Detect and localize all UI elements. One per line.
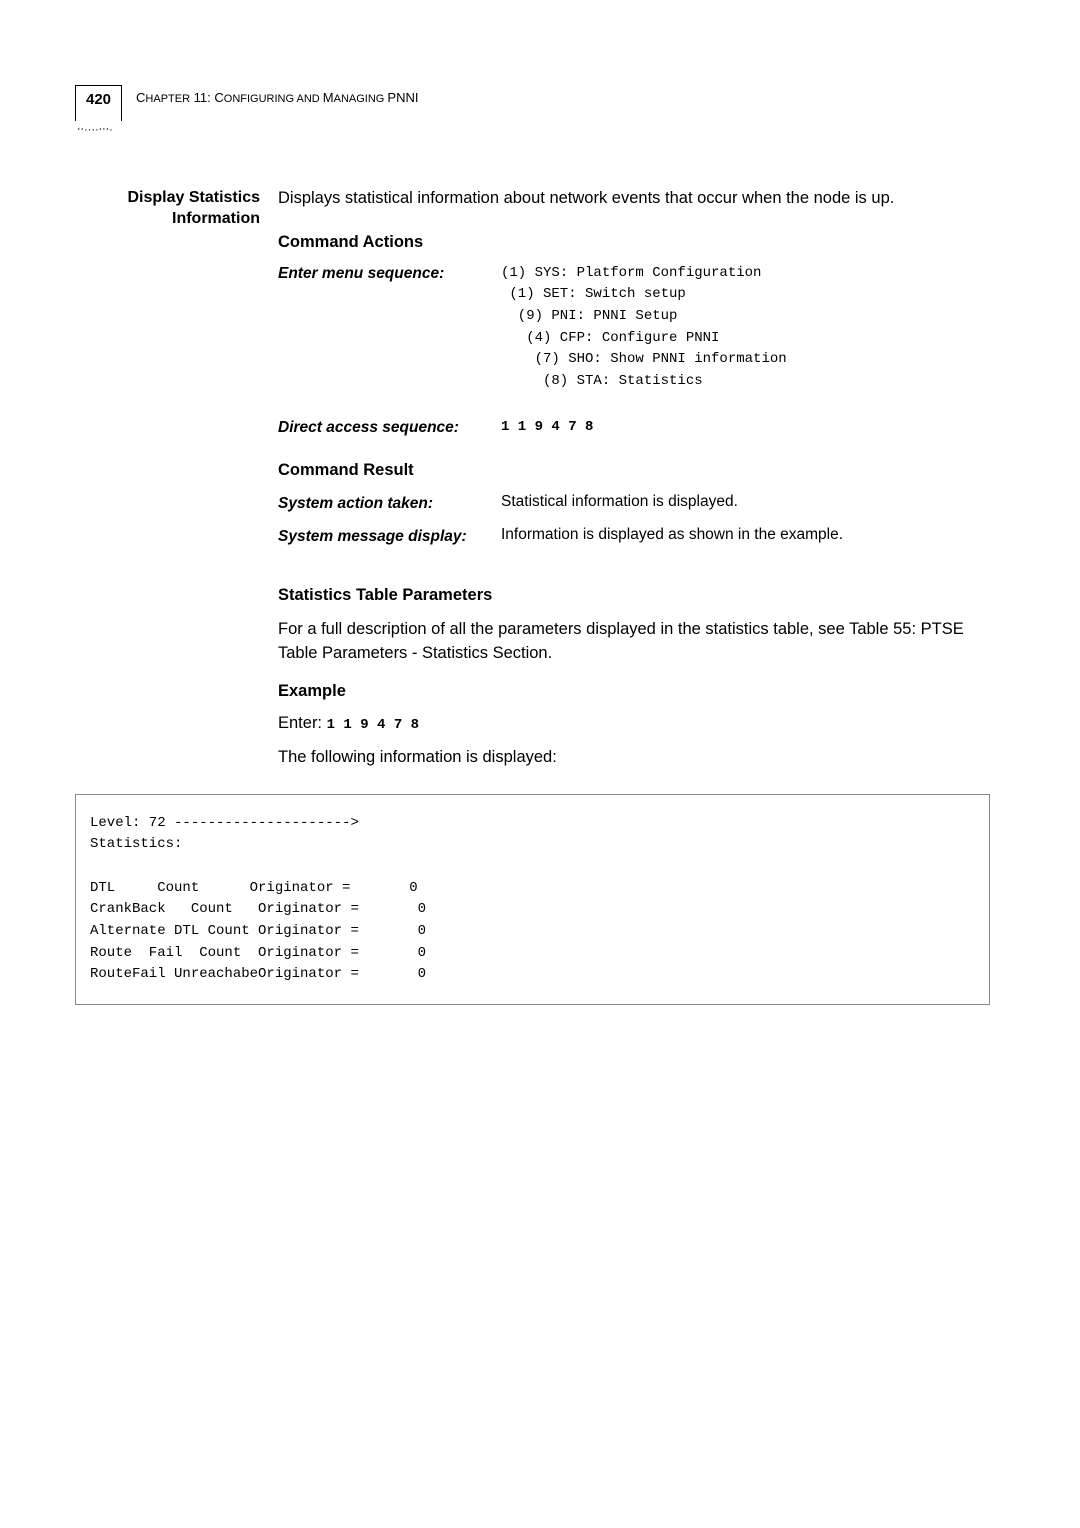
section-body: Displays statistical information about n… bbox=[278, 187, 990, 780]
menu-line: (9) PNI: PNNI Setup bbox=[501, 306, 990, 328]
subhead-command-actions: Command Actions bbox=[278, 231, 990, 255]
direct-access-sequence: 1 1 9 4 7 8 bbox=[501, 417, 990, 439]
system-action-label: System action taken: bbox=[278, 491, 493, 515]
system-message-label: System message display: bbox=[278, 524, 493, 548]
system-action-row: System action taken: Statistical informa… bbox=[278, 491, 990, 515]
menu-sequence-row: Enter menu sequence: (1) SYS: Platform C… bbox=[278, 263, 990, 393]
section-title-line: Display Statistics bbox=[75, 187, 260, 209]
menu-line: (1) SYS: Platform Configuration bbox=[501, 263, 990, 285]
menu-line: (7) SHO: Show PNNI information bbox=[501, 349, 990, 371]
section-title: Display Statistics Information bbox=[75, 187, 260, 780]
menu-tree: (1) SYS: Platform Configuration (1) SET:… bbox=[501, 263, 990, 393]
main-content: Display Statistics Information Displays … bbox=[75, 187, 990, 780]
following-info-text: The following information is displayed: bbox=[278, 746, 990, 770]
enter-menu-label: Enter menu sequence: bbox=[278, 263, 493, 285]
system-message-row: System message display: Information is d… bbox=[278, 524, 990, 548]
chapter-text: HAPTER bbox=[145, 93, 190, 105]
chapter-title: CHAPTER 11: CONFIGURING AND MANAGING PNN… bbox=[136, 85, 418, 108]
enter-label: Enter: bbox=[278, 714, 327, 732]
direct-access-row: Direct access sequence: 1 1 9 4 7 8 bbox=[278, 417, 990, 439]
chapter-text: ONFIGURING AND bbox=[224, 93, 323, 105]
chapter-text: PNNI bbox=[387, 90, 418, 105]
stats-description: For a full description of all the parame… bbox=[278, 618, 990, 666]
subhead-command-result: Command Result bbox=[278, 459, 990, 483]
page-header: 420 ‧‧····‧‧‧· CHAPTER 11: CONFIGURING A… bbox=[75, 85, 990, 139]
output-code-block: Level: 72 ---------------------> Statist… bbox=[75, 794, 990, 1006]
menu-line: (8) STA: Statistics bbox=[501, 371, 990, 393]
direct-access-label: Direct access sequence: bbox=[278, 417, 493, 439]
chapter-text: 11: C bbox=[190, 90, 224, 105]
menu-line: (1) SET: Switch setup bbox=[501, 284, 990, 306]
chapter-text: ANAGING bbox=[334, 93, 388, 105]
menu-line: (4) CFP: Configure PNNI bbox=[501, 328, 990, 350]
decorative-dots: ‧‧····‧‧‧· bbox=[77, 123, 136, 139]
section-title-line: Information bbox=[75, 208, 260, 230]
intro-paragraph: Displays statistical information about n… bbox=[278, 187, 990, 211]
chapter-text: C bbox=[136, 90, 145, 105]
subhead-stats-params: Statistics Table Parameters bbox=[278, 584, 990, 608]
system-action-text: Statistical information is displayed. bbox=[501, 491, 990, 513]
enter-line: Enter: 1 1 9 4 7 8 bbox=[278, 712, 990, 736]
system-message-text: Information is displayed as shown in the… bbox=[501, 524, 990, 546]
page-number-wrap: 420 ‧‧····‧‧‧· bbox=[75, 85, 136, 139]
subhead-example: Example bbox=[278, 680, 990, 704]
enter-sequence: 1 1 9 4 7 8 bbox=[327, 717, 419, 733]
page-number: 420 bbox=[75, 85, 122, 121]
chapter-text: M bbox=[323, 90, 334, 105]
